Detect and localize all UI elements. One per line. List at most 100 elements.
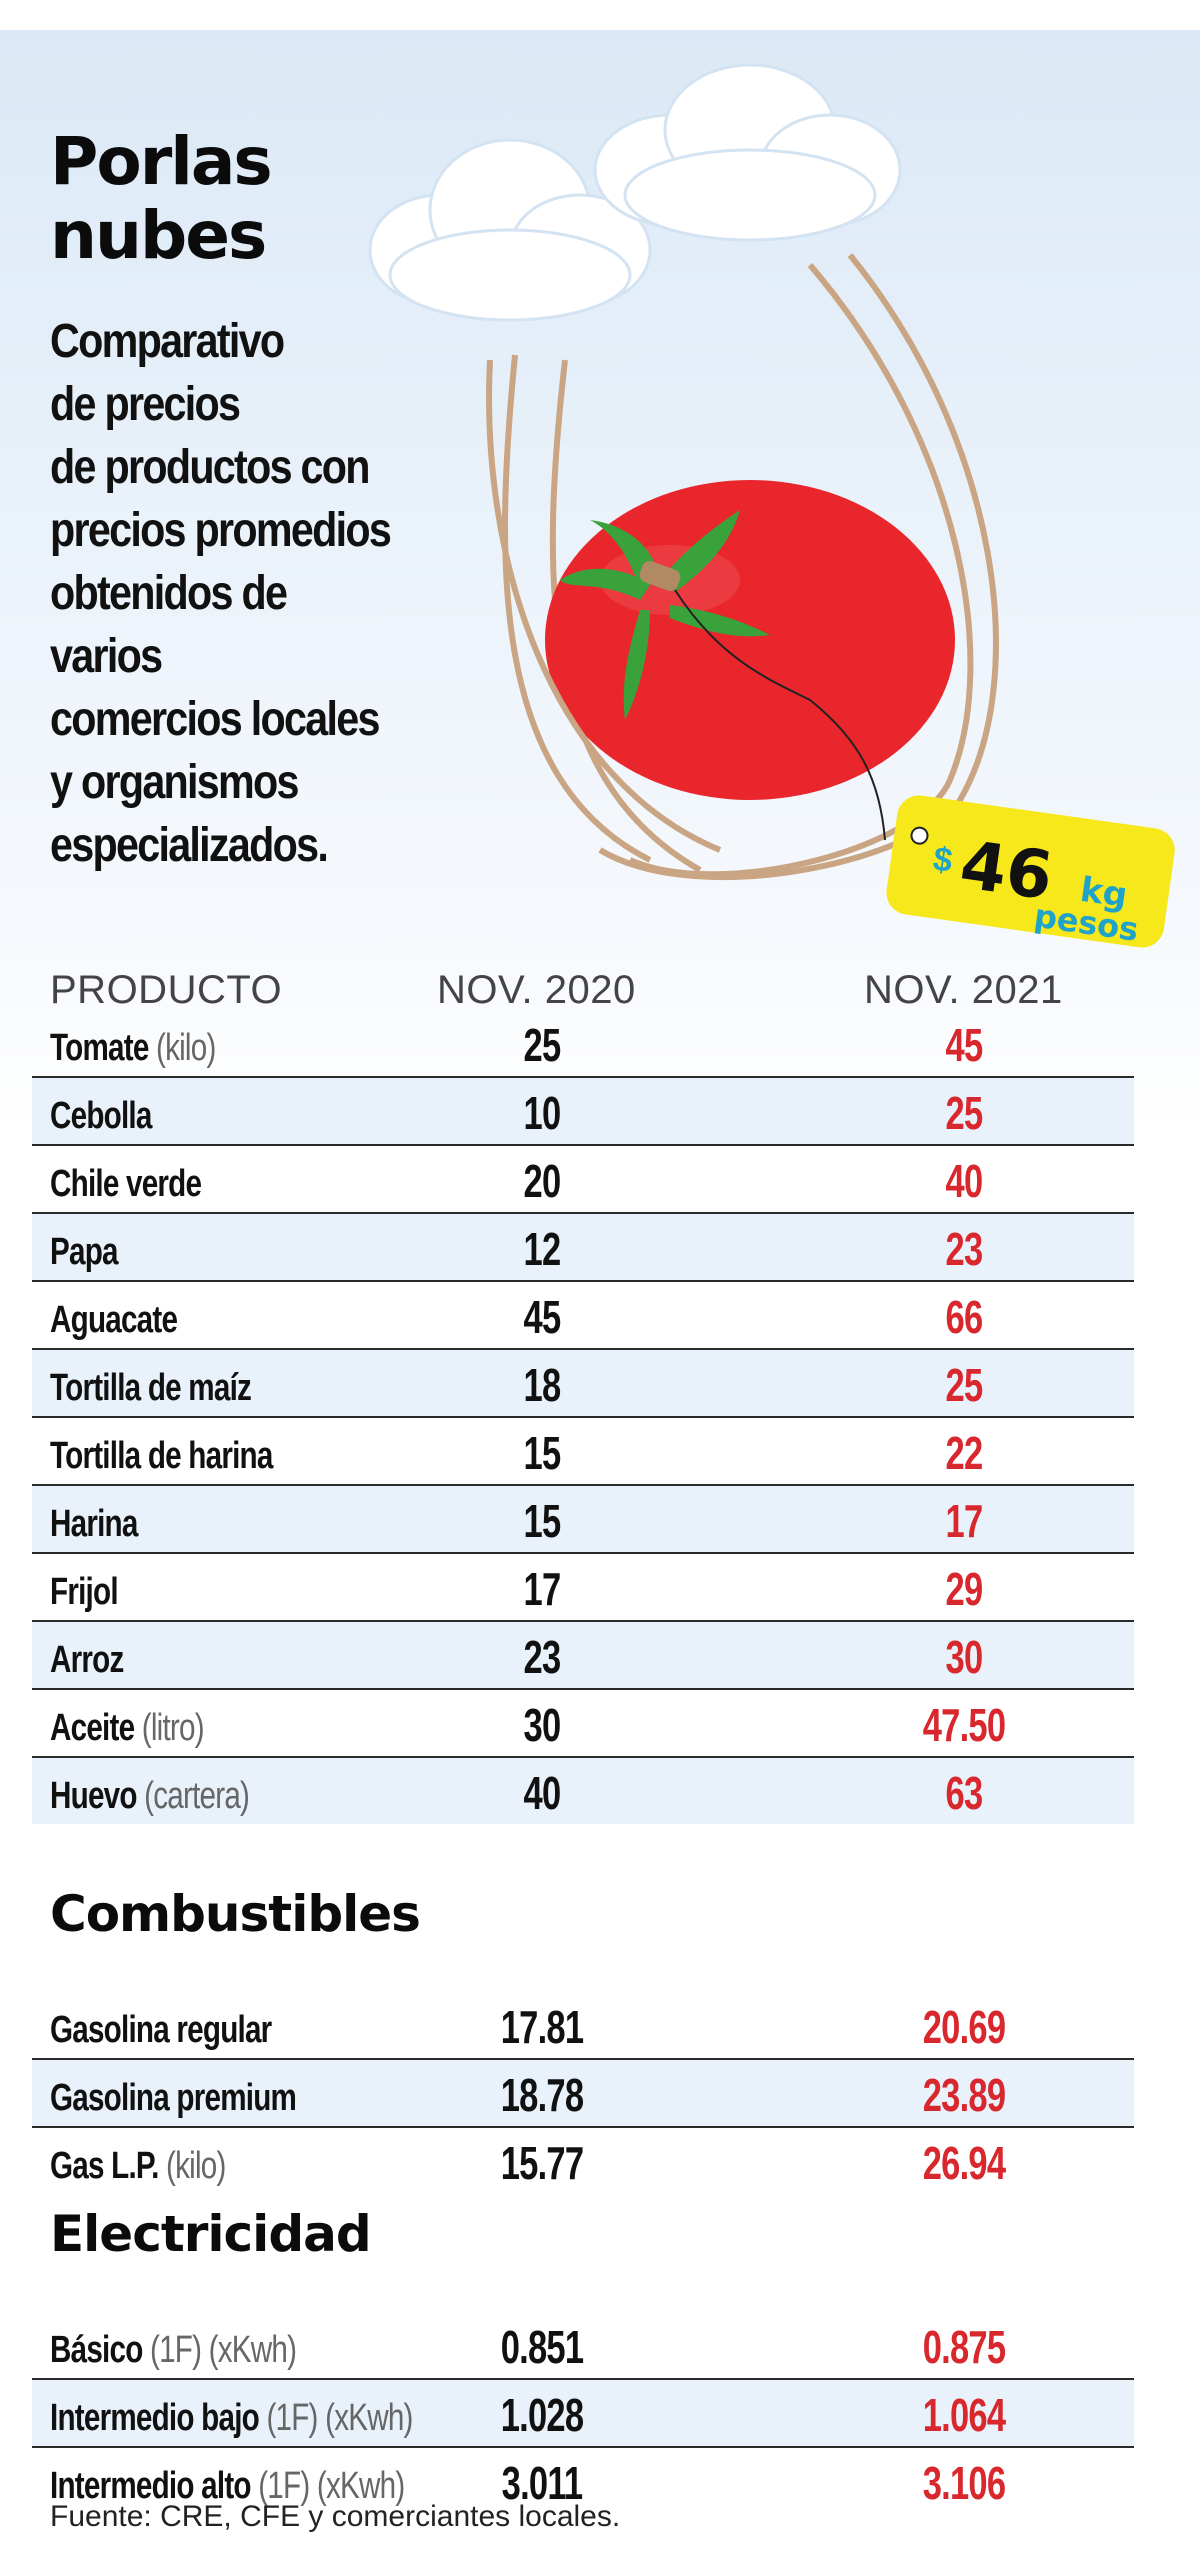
table-row: Aguacate 45 66	[32, 1282, 1134, 1350]
section-title: Electricidad	[50, 2205, 372, 2263]
infographic: Porlas nubes Comparativo de precios de p…	[0, 30, 1200, 2560]
table-row: Intermedio bajo (1F) (xKwh) 1.028 1.064	[32, 2380, 1134, 2448]
value-nov-2021: 23.89	[922, 2069, 1006, 2121]
product-label: Chile verde	[50, 1163, 202, 1205]
product-label: Harina	[50, 1503, 138, 1545]
price-tag: $ 46 kg pesos	[886, 795, 1175, 949]
value-nov-2021: 0.875	[922, 2321, 1006, 2373]
value-nov-2021: 3.106	[922, 2457, 1006, 2509]
product-name: Cebolla	[50, 1095, 152, 1138]
value-nov-2020: 12	[523, 1223, 562, 1275]
value-nov-2021: 45	[945, 1019, 984, 1071]
product-label: Gas L.P.	[50, 2145, 159, 2187]
page-subtitle: Comparativo de precios de productos con …	[50, 310, 394, 877]
product-name: Chile verde	[50, 1163, 202, 1206]
product-name: Frijol	[50, 1571, 119, 1614]
table-row: Tortilla de harina 15 22	[32, 1418, 1134, 1486]
value-nov-2021: 47.50	[922, 1699, 1006, 1751]
product-qualifier: (1F) (xKwh)	[149, 2329, 297, 2371]
tag-string	[674, 589, 886, 841]
product-label: Gasolina regular	[50, 2009, 272, 2051]
product-qualifier: (1F) (xKwh)	[266, 2397, 413, 2439]
value-nov-2020: 30	[523, 1699, 562, 1751]
value-nov-2020: 0.851	[500, 2321, 584, 2373]
tomato-leaves-icon	[560, 510, 770, 720]
section-title: Combustibles	[50, 1885, 421, 1943]
column-header-product: PRODUCTO	[50, 968, 283, 1012]
value-nov-2021: 1.064	[922, 2389, 1006, 2441]
value-nov-2021: 30	[945, 1631, 984, 1683]
value-nov-2020: 45	[523, 1291, 562, 1343]
value-nov-2021: 63	[945, 1767, 984, 1819]
value-nov-2021: 25	[945, 1359, 984, 1411]
product-label: Tortilla de harina	[50, 1435, 273, 1477]
table-row: Gasolina premium 18.78 23.89	[32, 2060, 1134, 2128]
table-row: Huevo (cartera) 40 63	[32, 1758, 1134, 1824]
table-row: Tortilla de maíz 18 25	[32, 1350, 1134, 1418]
value-nov-2021: 29	[945, 1563, 984, 1615]
table-row: Arroz 23 30	[32, 1622, 1134, 1690]
product-name: Intermedio alto (1F) (xKwh)	[50, 2465, 405, 2508]
price-tag-amount: 46	[956, 826, 1058, 915]
product-label: Tomate	[50, 1027, 149, 1069]
table-row: Aceite (litro) 30 47.50	[32, 1690, 1134, 1758]
value-nov-2020: 25	[523, 1019, 562, 1071]
value-nov-2021: 66	[945, 1291, 984, 1343]
subtitle-line: de productos con	[50, 441, 371, 494]
clouds-icon	[368, 63, 902, 322]
table-row: Gasolina regular 17.81 20.69	[32, 1992, 1134, 2060]
tomato-bag-illustration: $ 46 kg pesos	[368, 63, 1175, 949]
table-row: Harina 15 17	[32, 1486, 1134, 1554]
product-name: Tomate (kilo)	[50, 1027, 216, 1070]
value-nov-2020: 3.011	[501, 2457, 583, 2509]
product-name: Huevo (cartera)	[50, 1775, 250, 1818]
subtitle-line: precios promedios	[50, 504, 392, 557]
product-label: Aguacate	[50, 1299, 178, 1341]
table-row: Gas L.P. (kilo) 15.77 26.94	[32, 2128, 1134, 2194]
bag-strings-front	[486, 253, 999, 881]
product-name: Aguacate	[50, 1299, 178, 1342]
title-line: nubes	[50, 197, 267, 274]
product-label: Básico	[50, 2329, 143, 2371]
product-name: Básico (1F) (xKwh)	[50, 2329, 297, 2372]
product-label: Intermedio bajo	[50, 2397, 260, 2439]
product-name: Papa	[50, 1231, 119, 1274]
subtitle-line: y organismos	[50, 756, 299, 809]
product-label: Gasolina premium	[50, 2077, 297, 2119]
table-row: Intermedio alto (1F) (xKwh) 3.011 3.106	[32, 2448, 1134, 2514]
value-nov-2020: 18.78	[500, 2069, 584, 2121]
value-nov-2021: 26.94	[922, 2137, 1006, 2189]
page-title: Porlas nubes	[50, 123, 273, 274]
value-nov-2020: 20	[523, 1155, 562, 1207]
product-qualifier: (cartera)	[144, 1775, 250, 1817]
product-name: Tortilla de maíz	[50, 1367, 252, 1410]
product-label: Aceite	[50, 1707, 135, 1749]
column-header-2021: NOV. 2021	[864, 968, 1063, 1012]
product-label: Huevo	[50, 1775, 137, 1817]
product-name: Arroz	[50, 1639, 124, 1682]
product-name: Gasolina regular	[50, 2009, 272, 2052]
value-nov-2021: 17	[945, 1495, 984, 1547]
value-nov-2021: 25	[945, 1087, 984, 1139]
value-nov-2020: 15	[523, 1495, 562, 1547]
product-label: Arroz	[50, 1639, 124, 1681]
subtitle-line: Comparativo	[50, 315, 285, 368]
product-label: Papa	[50, 1231, 119, 1273]
value-nov-2021: 22	[945, 1427, 984, 1479]
value-nov-2020: 10	[523, 1087, 562, 1139]
table-row: Tomate (kilo) 25 45	[32, 1010, 1134, 1078]
value-nov-2021: 20.69	[922, 2001, 1006, 2053]
value-nov-2021: 23	[945, 1223, 984, 1275]
product-name: Harina	[50, 1503, 138, 1546]
subtitle-line: obtenidos de varios	[50, 567, 288, 683]
product-label: Intermedio alto	[50, 2465, 252, 2507]
value-nov-2020: 15.77	[500, 2137, 584, 2189]
source-note: Fuente: CRE, CFE y comerciantes locales.	[50, 2500, 621, 2533]
product-name: Gas L.P. (kilo)	[50, 2145, 226, 2188]
value-nov-2021: 40	[945, 1155, 984, 1207]
value-nov-2020: 15	[523, 1427, 562, 1479]
table-row: Chile verde 20 40	[32, 1146, 1134, 1214]
subtitle-line: especializados.	[50, 819, 329, 872]
table-row: Cebolla 10 25	[32, 1078, 1134, 1146]
title-line: Porlas	[50, 123, 273, 200]
